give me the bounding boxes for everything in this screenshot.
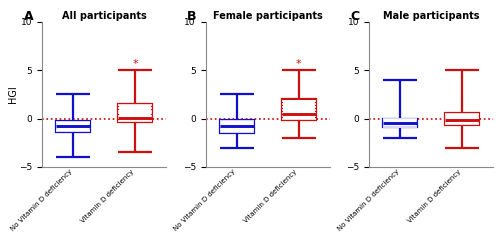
Bar [220, 120, 254, 133]
Bar [118, 104, 152, 122]
Bar [56, 121, 90, 132]
Text: B: B [187, 10, 196, 23]
Title: All participants: All participants [62, 11, 146, 21]
Title: Male participants: Male participants [383, 11, 480, 21]
Bar [282, 99, 316, 120]
Text: *: * [296, 59, 302, 69]
Bar [445, 113, 479, 125]
Text: *: * [132, 59, 138, 69]
Text: C: C [350, 10, 360, 23]
Y-axis label: HGI: HGI [8, 85, 18, 103]
Bar [383, 119, 417, 127]
Text: A: A [24, 10, 33, 23]
Title: Female participants: Female participants [212, 11, 322, 21]
